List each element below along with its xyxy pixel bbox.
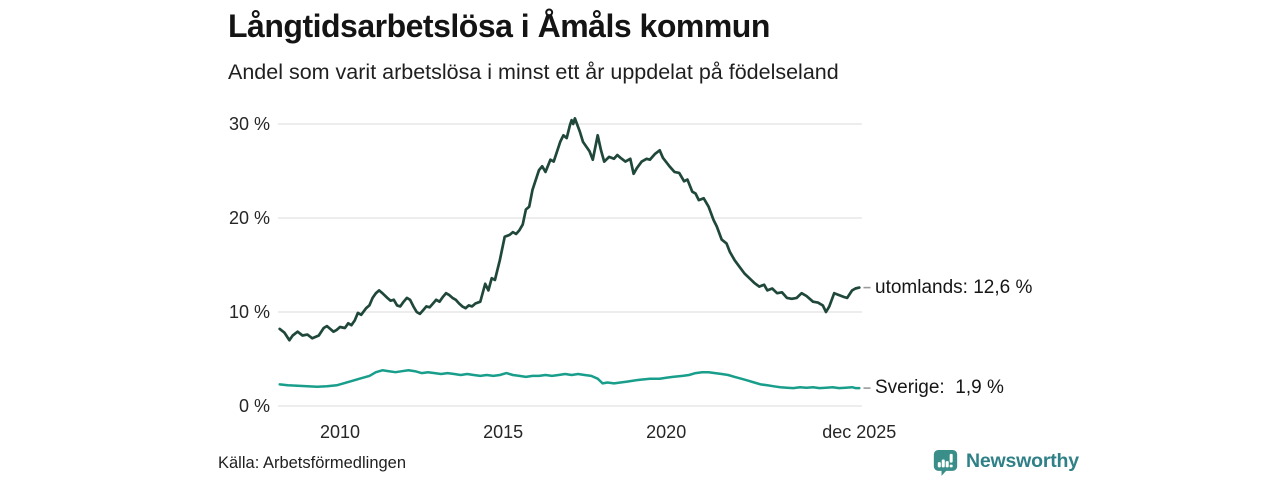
source-note: Källa: Arbetsförmedlingen: [218, 454, 407, 472]
series-line-Sverige: [278, 369, 861, 390]
x-axis-tick-label: 2020: [646, 422, 687, 442]
x-axis-tick-label: 2015: [483, 422, 524, 442]
y-axis-tick-label: 0 %: [238, 396, 270, 416]
y-axis-tick-label: 10 %: [228, 302, 270, 322]
x-axis-tick-label: 2010: [319, 422, 361, 442]
chart-title: Långtidsarbetslösa i Åmåls kommun: [228, 8, 770, 44]
newsworthy-logo: Newsworthy: [933, 449, 1079, 477]
newsworthy-wordmark: Newsworthy: [966, 449, 1079, 472]
bar-chart-speech-bubble-icon: [933, 449, 958, 476]
series-end-label-utomlands: utomlands: 12,6 %: [875, 276, 1033, 298]
series-line-utomlands: [278, 117, 861, 342]
chart-subtitle: Andel som varit arbetslösa i minst ett å…: [228, 60, 839, 84]
y-axis-tick-label: 30 %: [228, 114, 270, 134]
y-axis-tick-label: 20 %: [228, 208, 270, 228]
series-end-label-Sverige: Sverige: 1,9 %: [875, 377, 1004, 399]
x-axis-tick-label: dec 2025: [822, 422, 897, 442]
